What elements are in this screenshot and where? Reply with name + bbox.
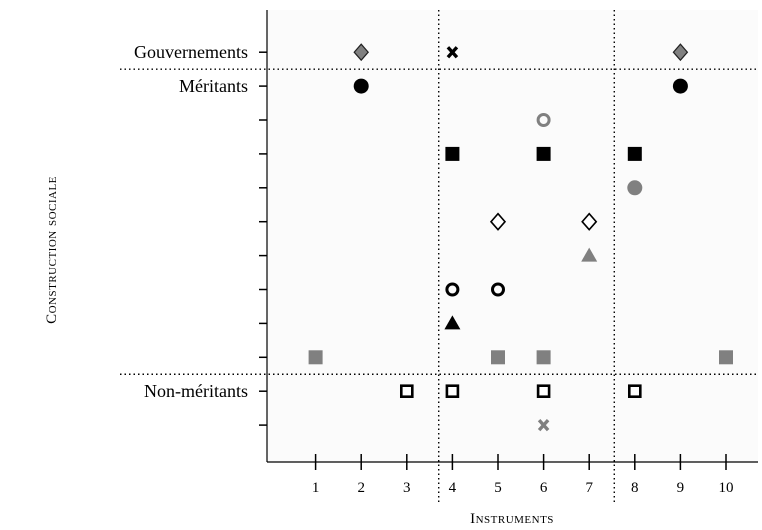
x-axis-label: Instruments	[470, 511, 554, 527]
point-circle-open-5-5	[491, 282, 505, 297]
x-ticks: 1 2 3 4 5 6 7 8 9 10	[312, 454, 734, 496]
y-axis-label: Construction sociale	[44, 176, 60, 324]
point-diamond-filled-2-12	[353, 43, 369, 62]
x-tick-label-5: 5	[494, 480, 502, 496]
group-labels: Gouvernements Méritants Non-méritants	[134, 42, 248, 401]
point-triangle-filled-7-6	[581, 247, 598, 262]
point-square-filled-4-9	[445, 146, 460, 161]
plot-area	[267, 10, 758, 462]
x-tick-label-4: 4	[449, 480, 457, 496]
point-square-open-8-2	[627, 384, 642, 399]
point-x-6-1	[537, 418, 550, 432]
x-tick-label-2: 2	[357, 480, 365, 496]
group-label-1: Méritants	[179, 76, 248, 96]
point-circle-filled-2-11	[353, 78, 369, 94]
point-square-filled-6-3	[536, 350, 551, 365]
x-tick-label-9: 9	[677, 480, 685, 496]
group-label-2: Non-méritants	[144, 381, 248, 401]
point-circle-filled-8-8	[627, 180, 643, 196]
point-diamond-open-5-7	[489, 212, 507, 231]
point-square-filled-1-3	[308, 350, 323, 365]
x-tick-label-7: 7	[585, 480, 593, 496]
point-square-filled-6-9	[536, 146, 551, 161]
point-diamond-filled-9-12	[672, 43, 689, 62]
x-tick-label-3: 3	[403, 480, 411, 496]
x-tick-label-6: 6	[540, 480, 548, 496]
x-tick-label-1: 1	[312, 480, 320, 496]
point-square-filled-5-3	[491, 350, 505, 365]
point-diamond-open-7-7	[581, 212, 598, 231]
point-square-open-4-2	[445, 384, 460, 399]
x-tick-label-8: 8	[631, 480, 639, 496]
point-circle-open-4-5	[445, 282, 460, 297]
point-triangle-filled-4-4	[444, 315, 461, 330]
point-square-filled-8-9	[627, 146, 642, 161]
y-ticks	[259, 51, 267, 426]
group-label-0: Gouvernements	[134, 42, 248, 62]
x-tick-label-10: 10	[719, 480, 734, 496]
point-square-open-3-2	[399, 384, 414, 399]
point-circle-filled-9-11	[672, 78, 688, 94]
point-x-4-12	[446, 46, 459, 59]
point-circle-open-6-10	[536, 113, 551, 127]
point-square-open-6-2	[536, 384, 551, 399]
point-square-filled-10-3	[719, 350, 733, 365]
data-points	[308, 43, 733, 432]
dividers	[120, 10, 758, 502]
